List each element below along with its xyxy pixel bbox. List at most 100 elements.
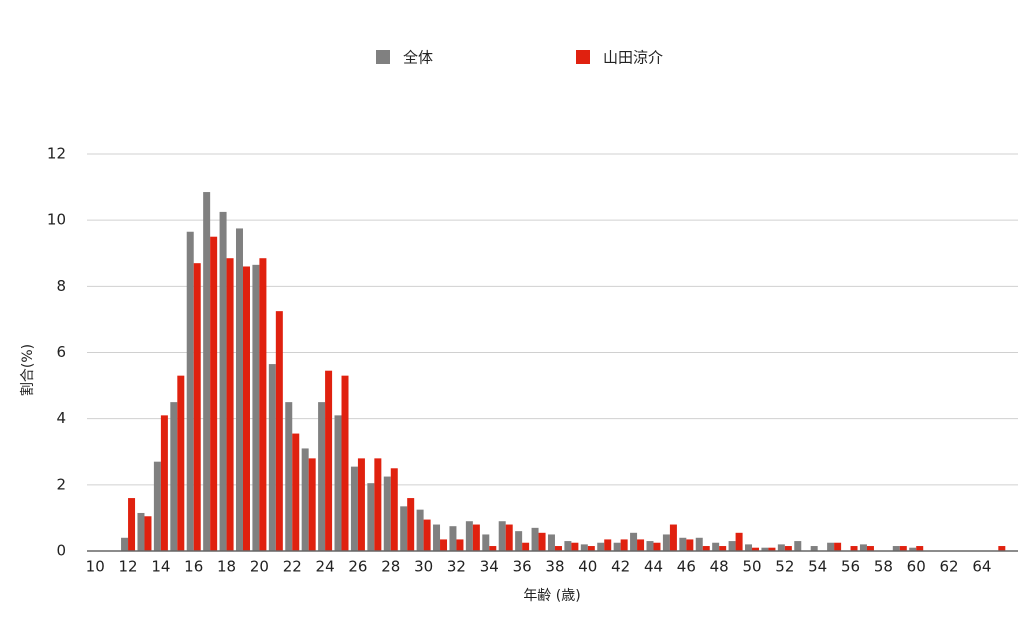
x-tick-label: 18 bbox=[217, 558, 236, 576]
bar bbox=[916, 546, 924, 551]
bar bbox=[186, 231, 194, 551]
x-tick-label: 36 bbox=[513, 558, 532, 576]
bar bbox=[325, 370, 333, 551]
bar bbox=[268, 364, 276, 551]
bar bbox=[350, 466, 358, 551]
bar bbox=[235, 228, 243, 551]
bar bbox=[252, 264, 260, 551]
legend-swatch bbox=[576, 50, 590, 64]
bar bbox=[407, 498, 415, 551]
bar bbox=[137, 512, 145, 551]
bar bbox=[538, 532, 546, 551]
y-tick-label: 10 bbox=[47, 211, 66, 229]
bar bbox=[128, 498, 136, 551]
bar bbox=[745, 544, 753, 551]
bar bbox=[259, 258, 267, 551]
y-axis-label: 割合(%) bbox=[19, 344, 36, 396]
bar bbox=[899, 546, 907, 551]
bar bbox=[735, 532, 743, 551]
bar bbox=[653, 542, 661, 551]
bar bbox=[522, 542, 530, 551]
y-tick-label: 6 bbox=[56, 343, 66, 361]
bar bbox=[662, 534, 670, 551]
bar bbox=[433, 524, 441, 551]
bar bbox=[170, 402, 178, 551]
bar bbox=[144, 516, 152, 551]
x-tick-label: 44 bbox=[644, 558, 663, 576]
bar bbox=[834, 542, 842, 551]
x-tick-label: 46 bbox=[677, 558, 696, 576]
bar bbox=[177, 375, 185, 551]
bar bbox=[515, 531, 523, 551]
bar bbox=[374, 458, 382, 551]
bar bbox=[752, 547, 760, 551]
bar bbox=[686, 539, 694, 551]
y-tick-label: 2 bbox=[56, 475, 66, 493]
bar bbox=[301, 448, 309, 551]
bar bbox=[810, 546, 818, 551]
y-tick-label: 4 bbox=[56, 409, 66, 427]
bar bbox=[859, 544, 867, 551]
y-tick-label: 0 bbox=[56, 542, 66, 560]
bar bbox=[580, 544, 588, 551]
x-tick-label: 34 bbox=[480, 558, 499, 576]
bar bbox=[620, 539, 628, 551]
bar bbox=[637, 539, 645, 551]
bar bbox=[465, 521, 473, 551]
bar bbox=[456, 539, 464, 551]
x-tick-label: 22 bbox=[283, 558, 302, 576]
bar bbox=[998, 546, 1006, 551]
bar bbox=[400, 506, 408, 551]
bar bbox=[630, 532, 638, 551]
legend-label: 全体 bbox=[403, 49, 433, 67]
bar bbox=[423, 519, 431, 551]
bar bbox=[646, 541, 654, 551]
bar bbox=[153, 461, 161, 551]
bar bbox=[597, 542, 605, 551]
bar bbox=[794, 541, 802, 551]
bar bbox=[505, 524, 513, 551]
bar bbox=[761, 547, 769, 551]
bar bbox=[318, 402, 326, 551]
x-tick-label: 38 bbox=[545, 558, 564, 576]
x-tick-label: 58 bbox=[874, 558, 893, 576]
bar bbox=[472, 524, 480, 551]
bar bbox=[604, 539, 612, 551]
bar bbox=[334, 415, 342, 551]
bar bbox=[613, 542, 621, 551]
bar bbox=[892, 546, 900, 551]
bar bbox=[489, 546, 497, 551]
bar bbox=[203, 192, 211, 551]
bar bbox=[531, 527, 539, 551]
bar bbox=[160, 415, 168, 551]
bar bbox=[416, 509, 424, 551]
x-tick-label: 60 bbox=[907, 558, 926, 576]
bar bbox=[784, 546, 792, 551]
x-tick-label: 42 bbox=[611, 558, 630, 576]
bar bbox=[341, 375, 349, 551]
x-tick-label: 50 bbox=[742, 558, 761, 576]
bar bbox=[285, 402, 293, 551]
legend-swatch bbox=[376, 50, 390, 64]
x-tick-label: 32 bbox=[447, 558, 466, 576]
y-tick-label: 8 bbox=[56, 277, 66, 295]
x-tick-label: 64 bbox=[972, 558, 991, 576]
bar bbox=[850, 546, 858, 551]
bar bbox=[292, 433, 300, 551]
bar bbox=[219, 211, 227, 552]
x-tick-label: 62 bbox=[940, 558, 959, 576]
bar bbox=[193, 263, 201, 551]
bar bbox=[121, 537, 129, 551]
bar bbox=[367, 483, 375, 551]
bar bbox=[909, 547, 917, 551]
bar bbox=[440, 539, 448, 551]
bar bbox=[498, 521, 506, 551]
bar bbox=[587, 546, 595, 551]
bar bbox=[564, 541, 572, 551]
x-tick-label: 52 bbox=[775, 558, 794, 576]
x-tick-label: 10 bbox=[86, 558, 105, 576]
bar bbox=[554, 546, 562, 551]
bar bbox=[275, 311, 283, 551]
bar bbox=[695, 537, 703, 551]
